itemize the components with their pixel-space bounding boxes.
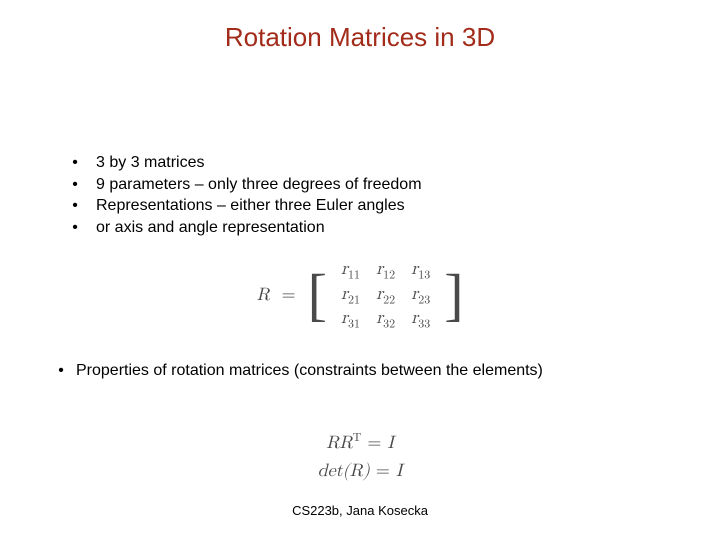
bullet-item: • or axis and angle representation	[72, 217, 660, 239]
left-bracket-icon: [	[308, 269, 327, 321]
matrix-grid: r11 r12 r13 r21 r22 r23 r31 r32 r33	[333, 258, 438, 332]
matrix-equation: R = [ r11 r12 r13 r21 r22 r23 r31 r32 r3…	[0, 258, 720, 332]
bullet-text: Representations – either three Euler ang…	[96, 195, 405, 217]
bullet-text: or axis and angle representation	[96, 217, 325, 239]
bullet-item: • Properties of rotation matrices (const…	[58, 360, 660, 382]
bullet-text: Properties of rotation matrices (constra…	[76, 360, 660, 382]
slide: Rotation Matrices in 3D • 3 by 3 matrice…	[0, 0, 720, 540]
equals-sign: =	[276, 284, 302, 306]
bullet-dot-icon: •	[72, 217, 78, 239]
slide-footer: CS223b, Jana Kosecka	[0, 503, 720, 518]
equation-2: det(R) = I	[0, 460, 720, 482]
bullet-item: • 3 by 3 matrices	[72, 152, 660, 174]
equation-1: RRT = I	[0, 431, 720, 454]
bullet-dot-icon: •	[72, 152, 78, 174]
bullet-list-bottom: • Properties of rotation matrices (const…	[58, 360, 660, 382]
bullet-dot-icon: •	[72, 195, 78, 217]
bullet-item: • 9 parameters – only three degrees of f…	[72, 174, 660, 196]
bullet-text: 3 by 3 matrices	[96, 152, 204, 174]
bullet-dot-icon: •	[58, 360, 64, 382]
bullet-list-top: • 3 by 3 matrices • 9 parameters – only …	[72, 152, 660, 238]
matrix-lhs: R	[256, 284, 269, 306]
equations-block: RRT = I det(R) = I	[0, 425, 720, 488]
slide-title: Rotation Matrices in 3D	[0, 22, 720, 53]
bullet-text: 9 parameters – only three degrees of fre…	[96, 174, 422, 196]
right-bracket-icon: ]	[444, 269, 463, 321]
bullet-dot-icon: •	[72, 174, 78, 196]
bullet-item: • Representations – either three Euler a…	[72, 195, 660, 217]
